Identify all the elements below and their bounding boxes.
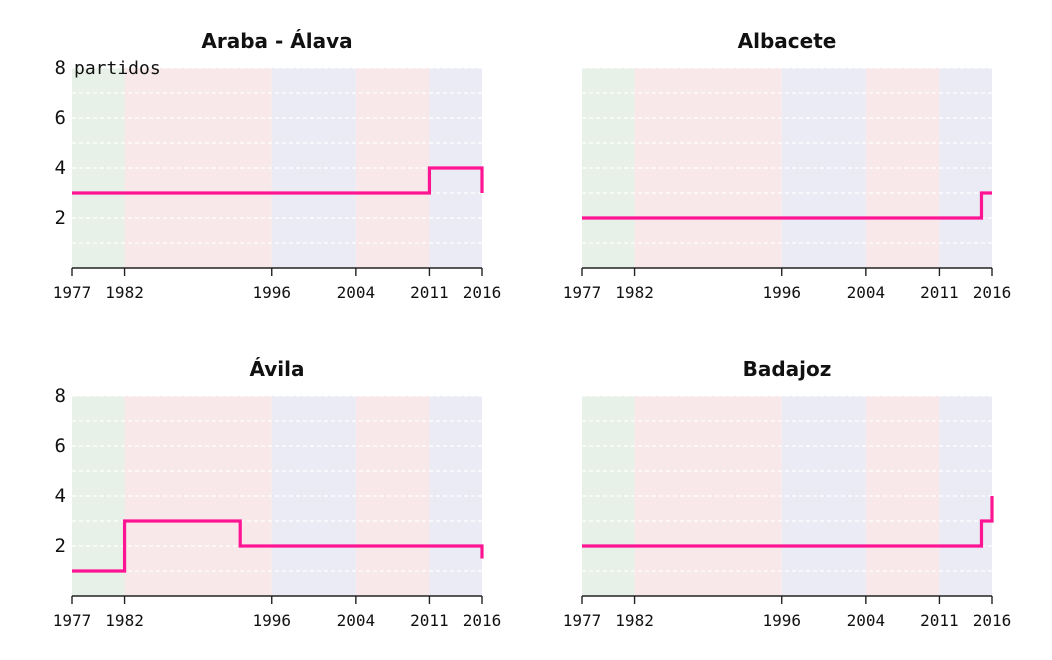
- x-tick-label: 1982: [615, 283, 654, 302]
- series-line: [582, 191, 992, 220]
- x-tick-label: 1977: [563, 283, 602, 302]
- y-tick-label: 2: [55, 207, 66, 229]
- y-unit-label: partidos: [74, 58, 161, 79]
- x-tick-label: 1996: [762, 611, 801, 630]
- panel-title: Ávila: [249, 357, 304, 381]
- x-tick-label: 2004: [847, 283, 886, 302]
- x-tick-label: 1982: [105, 283, 144, 302]
- panel-3: 1977 1982 1996 2004 2011 2016 2 4 6 8 Ávila: [53, 357, 502, 630]
- x-tick-label: 1977: [53, 283, 92, 302]
- x-tick-label: 2016: [973, 611, 1012, 630]
- x-tick-label: 2011: [410, 611, 449, 630]
- panel-2: 1977 1982 1996 2004 2011 2016 Albacete: [563, 29, 1012, 302]
- y-tick-label: 4: [55, 157, 66, 179]
- x-tick-label: 1996: [762, 283, 801, 302]
- x-tick-label: 2004: [337, 283, 376, 302]
- x-tick-label: 1977: [563, 611, 602, 630]
- panel-title: Albacete: [738, 29, 837, 53]
- x-tick-label: 2004: [337, 611, 376, 630]
- y-tick-label: 8: [55, 385, 66, 407]
- y-tick-label: 4: [55, 485, 66, 507]
- x-tick-label: 2011: [920, 283, 959, 302]
- series-line: [582, 496, 994, 548]
- y-tick-label: 2: [55, 535, 66, 557]
- x-tick-label: 2016: [463, 611, 502, 630]
- panel-title: Badajoz: [743, 357, 832, 381]
- x-tick-label: 2016: [973, 283, 1012, 302]
- x-tick-label: 2004: [847, 611, 886, 630]
- panel-4: 1977 1982 1996 2004 2011 2016 Badajoz: [563, 357, 1012, 630]
- y-tick-label: 6: [55, 107, 66, 129]
- x-tick-label: 2011: [920, 611, 959, 630]
- x-tick-label: 1982: [105, 611, 144, 630]
- series-line: [72, 166, 484, 195]
- x-tick-label: 2016: [463, 283, 502, 302]
- x-tick-label: 1996: [252, 283, 291, 302]
- x-tick-label: 2011: [410, 283, 449, 302]
- x-tick-label: 1982: [615, 611, 654, 630]
- x-tick-label: 1977: [53, 611, 92, 630]
- x-tick-label: 1996: [252, 611, 291, 630]
- panel-1: 1977 1982 1996 2004 2011 2016 2 4 6 8 partidos Arab…: [53, 29, 502, 302]
- series-line: [72, 519, 484, 573]
- y-tick-label: 6: [55, 435, 66, 457]
- y-tick-label: 8: [55, 57, 66, 79]
- panel-title: Araba - Álava: [201, 29, 352, 53]
